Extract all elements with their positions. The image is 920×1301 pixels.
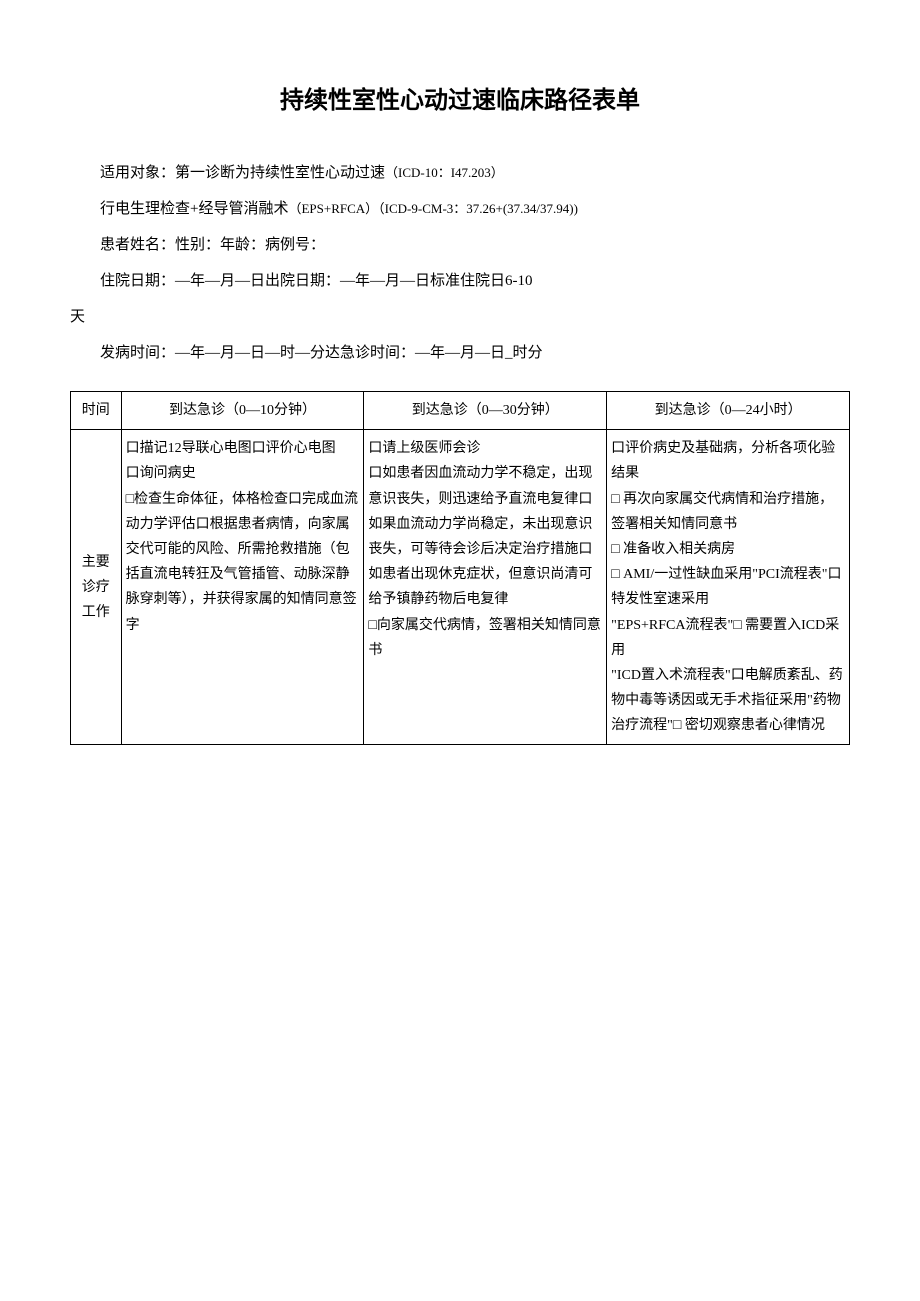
info-line-2-suffix: （EPS+RFCA）（ICD-9-CM-3：37.26+(37.34/37.94… [288, 201, 577, 216]
info-line-2-prefix: 行电生理检查+经导管消融术 [100, 201, 288, 217]
document-title: 持续性室性心动过速临床路径表单 [70, 80, 850, 115]
table-row: 主要诊疗工作 口描记12导联心电图口评价心电图口询问病史□检查生命体征，体格检查… [71, 430, 850, 745]
info-line-4-cont: 天 [70, 299, 850, 335]
header-col4: 到达急诊（0—24小时） [607, 392, 850, 430]
header-col3: 到达急诊（0—30分钟） [364, 392, 607, 430]
info-line-5: 发病时间：—年—月—日—时—分达急诊时间：—年—月—日_时分 [70, 335, 850, 371]
clinical-pathway-table: 时间 到达急诊（0—10分钟） 到达急诊（0—30分钟） 到达急诊（0—24小时… [70, 391, 850, 745]
header-time: 时间 [71, 392, 122, 430]
cell-0-10min: 口描记12导联心电图口评价心电图口询问病史□检查生命体征，体格检查口完成血流动力… [121, 430, 364, 745]
header-col2: 到达急诊（0—10分钟） [121, 392, 364, 430]
cell-0-30min: 口请上级医师会诊口如患者因血流动力学不稳定，出现意识丧失，则迅速给予直流电复律口… [364, 430, 607, 745]
info-line-1: 适用对象：第一诊断为持续性室性心动过速（ICD-10：I47.203） [70, 155, 850, 191]
patient-info-block: 适用对象：第一诊断为持续性室性心动过速（ICD-10：I47.203） 行电生理… [70, 155, 850, 371]
info-line-1-prefix: 适用对象：第一诊断为持续性室性心动过速 [100, 165, 385, 181]
row-label-main-work: 主要诊疗工作 [71, 430, 122, 745]
info-line-1-suffix: （ICD-10：I47.203） [385, 165, 504, 180]
info-line-2: 行电生理检查+经导管消融术（EPS+RFCA）（ICD-9-CM-3：37.26… [70, 191, 850, 227]
info-line-4: 住院日期：—年—月—日出院日期：—年—月—日标准住院日6-10 [70, 263, 850, 299]
info-line-3: 患者姓名：性别：年龄：病例号： [70, 227, 850, 263]
table-header-row: 时间 到达急诊（0—10分钟） 到达急诊（0—30分钟） 到达急诊（0—24小时… [71, 392, 850, 430]
cell-0-24h: 口评价病史及基础病，分析各项化验结果□ 再次向家属交代病情和治疗措施，签署相关知… [607, 430, 850, 745]
